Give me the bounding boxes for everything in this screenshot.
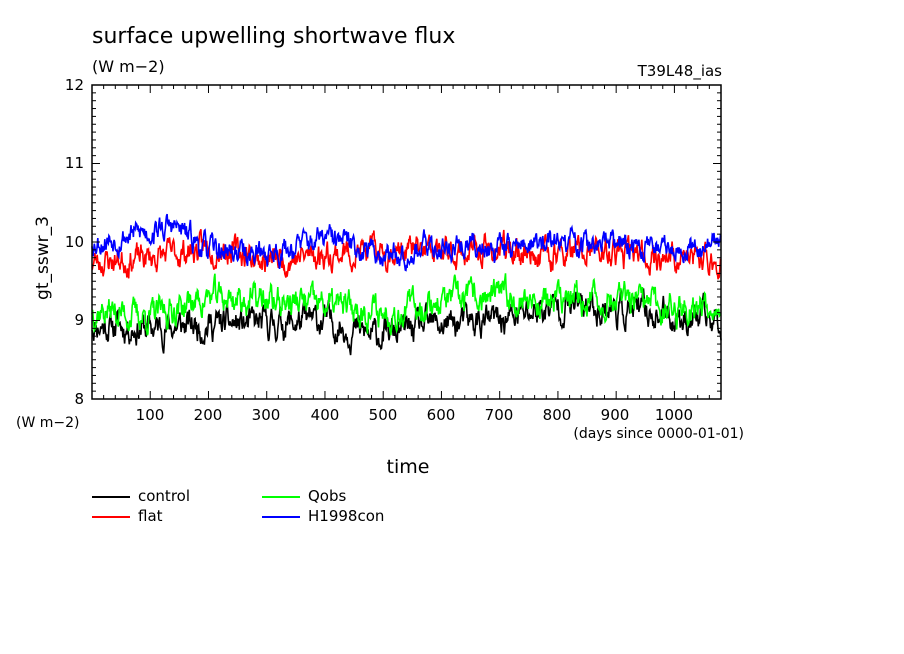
y-axis-unit: (W m−2): [16, 415, 80, 431]
run-id-label: T39L48_ias: [637, 62, 722, 80]
y-tick-label: 8: [74, 390, 84, 408]
legend-label: H1998con: [308, 507, 385, 525]
x-tick-label: 300: [251, 406, 281, 424]
legend-label: control: [138, 487, 190, 505]
legend-label: Qobs: [308, 487, 347, 505]
y-tick-label: 12: [64, 76, 84, 94]
x-tick-label: 400: [310, 406, 340, 424]
x-tick-label: 700: [484, 406, 514, 424]
y-tick-label: 10: [64, 233, 84, 251]
x-tick-label: 600: [426, 406, 456, 424]
chart-subtitle-units: (W m−2): [92, 57, 165, 76]
x-tick-label: 200: [193, 406, 223, 424]
series-line-qobs: [91, 273, 722, 336]
chart-title: surface upwelling shortwave flux: [92, 24, 456, 49]
x-tick-label: 800: [542, 406, 572, 424]
legend-swatch: [262, 516, 300, 518]
series-line-h1998con: [91, 213, 722, 272]
series-layer: [91, 213, 722, 356]
x-tick-label: 500: [368, 406, 398, 424]
y-tick-label: 11: [64, 154, 84, 172]
y-axis-label: gt_sswr_3: [33, 216, 53, 300]
series-line-control: [91, 288, 722, 356]
x-tick-label: 900: [600, 406, 630, 424]
plot-frame: [91, 84, 722, 400]
legend-swatch: [262, 496, 300, 498]
legend-swatch: [92, 516, 130, 518]
series-line-flat: [91, 228, 722, 280]
legend-label: flat: [138, 507, 163, 525]
x-axis-unit: (days since 0000-01-01): [573, 426, 744, 442]
x-axis-label: time: [386, 456, 430, 478]
y-tick-label: 9: [74, 311, 84, 329]
x-tick-label: 1000: [654, 406, 694, 424]
x-tick-label: 100: [135, 406, 165, 424]
legend-swatch: [92, 496, 130, 498]
